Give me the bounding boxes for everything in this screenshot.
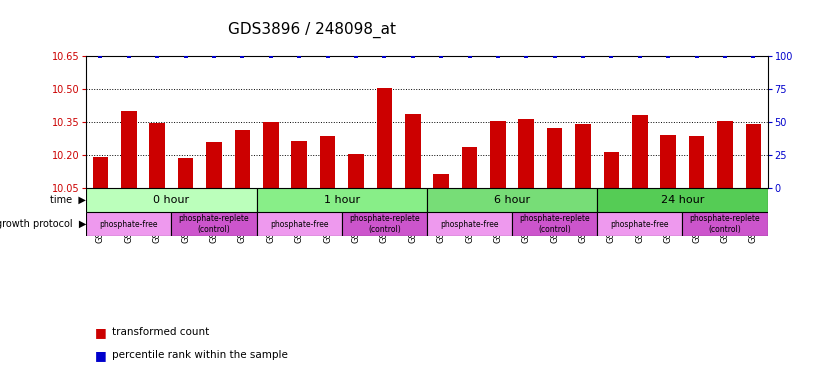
- Point: [576, 53, 589, 60]
- Text: phosphate-free: phosphate-free: [99, 220, 158, 228]
- Bar: [427, 188, 598, 212]
- Bar: [93, 157, 108, 188]
- Point: [94, 53, 107, 60]
- Point: [605, 53, 618, 60]
- Text: phosphate-replete
(control): phosphate-replete (control): [520, 214, 590, 234]
- Bar: [576, 124, 591, 188]
- Text: 0 hour: 0 hour: [154, 195, 190, 205]
- Text: 24 hour: 24 hour: [661, 195, 704, 205]
- Bar: [660, 135, 676, 188]
- Text: GDS3896 / 248098_at: GDS3896 / 248098_at: [228, 22, 396, 38]
- Bar: [598, 212, 682, 236]
- Bar: [405, 114, 420, 188]
- Bar: [256, 188, 427, 212]
- Point: [292, 53, 305, 60]
- Point: [321, 53, 334, 60]
- Point: [662, 53, 675, 60]
- Bar: [178, 158, 194, 188]
- Bar: [519, 119, 534, 188]
- Text: growth protocol  ▶: growth protocol ▶: [0, 219, 86, 229]
- Point: [633, 53, 646, 60]
- Point: [236, 53, 249, 60]
- Point: [548, 53, 562, 60]
- Bar: [235, 129, 250, 188]
- Point: [690, 53, 704, 60]
- Bar: [319, 136, 335, 188]
- Point: [122, 53, 135, 60]
- Text: 1 hour: 1 hour: [323, 195, 360, 205]
- Bar: [632, 115, 648, 188]
- Bar: [86, 188, 256, 212]
- Bar: [342, 212, 427, 236]
- Bar: [433, 174, 449, 188]
- Text: phosphate-free: phosphate-free: [270, 220, 328, 228]
- Point: [718, 53, 732, 60]
- Bar: [689, 136, 704, 188]
- Point: [208, 53, 221, 60]
- Bar: [461, 147, 477, 188]
- Text: phosphate-replete
(control): phosphate-replete (control): [690, 214, 760, 234]
- Point: [378, 53, 391, 60]
- Point: [179, 53, 192, 60]
- Bar: [256, 212, 342, 236]
- Point: [491, 53, 504, 60]
- Bar: [547, 129, 562, 188]
- Point: [434, 53, 447, 60]
- Text: ■: ■: [94, 326, 106, 339]
- Bar: [263, 122, 278, 188]
- Text: ■: ■: [94, 349, 106, 362]
- Text: phosphate-free: phosphate-free: [440, 220, 499, 228]
- Point: [406, 53, 420, 60]
- Bar: [598, 188, 768, 212]
- Point: [463, 53, 476, 60]
- Bar: [603, 152, 619, 188]
- Text: percentile rank within the sample: percentile rank within the sample: [112, 350, 288, 360]
- Bar: [121, 111, 136, 188]
- Bar: [718, 121, 733, 188]
- Text: transformed count: transformed count: [112, 327, 209, 337]
- Bar: [745, 124, 761, 188]
- Bar: [206, 142, 222, 188]
- Text: phosphate-free: phosphate-free: [611, 220, 669, 228]
- Text: 6 hour: 6 hour: [494, 195, 530, 205]
- Point: [150, 53, 163, 60]
- Bar: [377, 88, 392, 188]
- Bar: [149, 123, 165, 188]
- Text: time  ▶: time ▶: [50, 195, 86, 205]
- Bar: [490, 121, 506, 188]
- Text: phosphate-replete
(control): phosphate-replete (control): [179, 214, 250, 234]
- Bar: [682, 212, 768, 236]
- Point: [520, 53, 533, 60]
- Text: phosphate-replete
(control): phosphate-replete (control): [349, 214, 420, 234]
- Bar: [427, 212, 512, 236]
- Bar: [512, 212, 598, 236]
- Bar: [86, 212, 172, 236]
- Point: [747, 53, 760, 60]
- Bar: [172, 212, 256, 236]
- Point: [264, 53, 277, 60]
- Bar: [291, 141, 307, 188]
- Point: [350, 53, 363, 60]
- Bar: [348, 154, 364, 188]
